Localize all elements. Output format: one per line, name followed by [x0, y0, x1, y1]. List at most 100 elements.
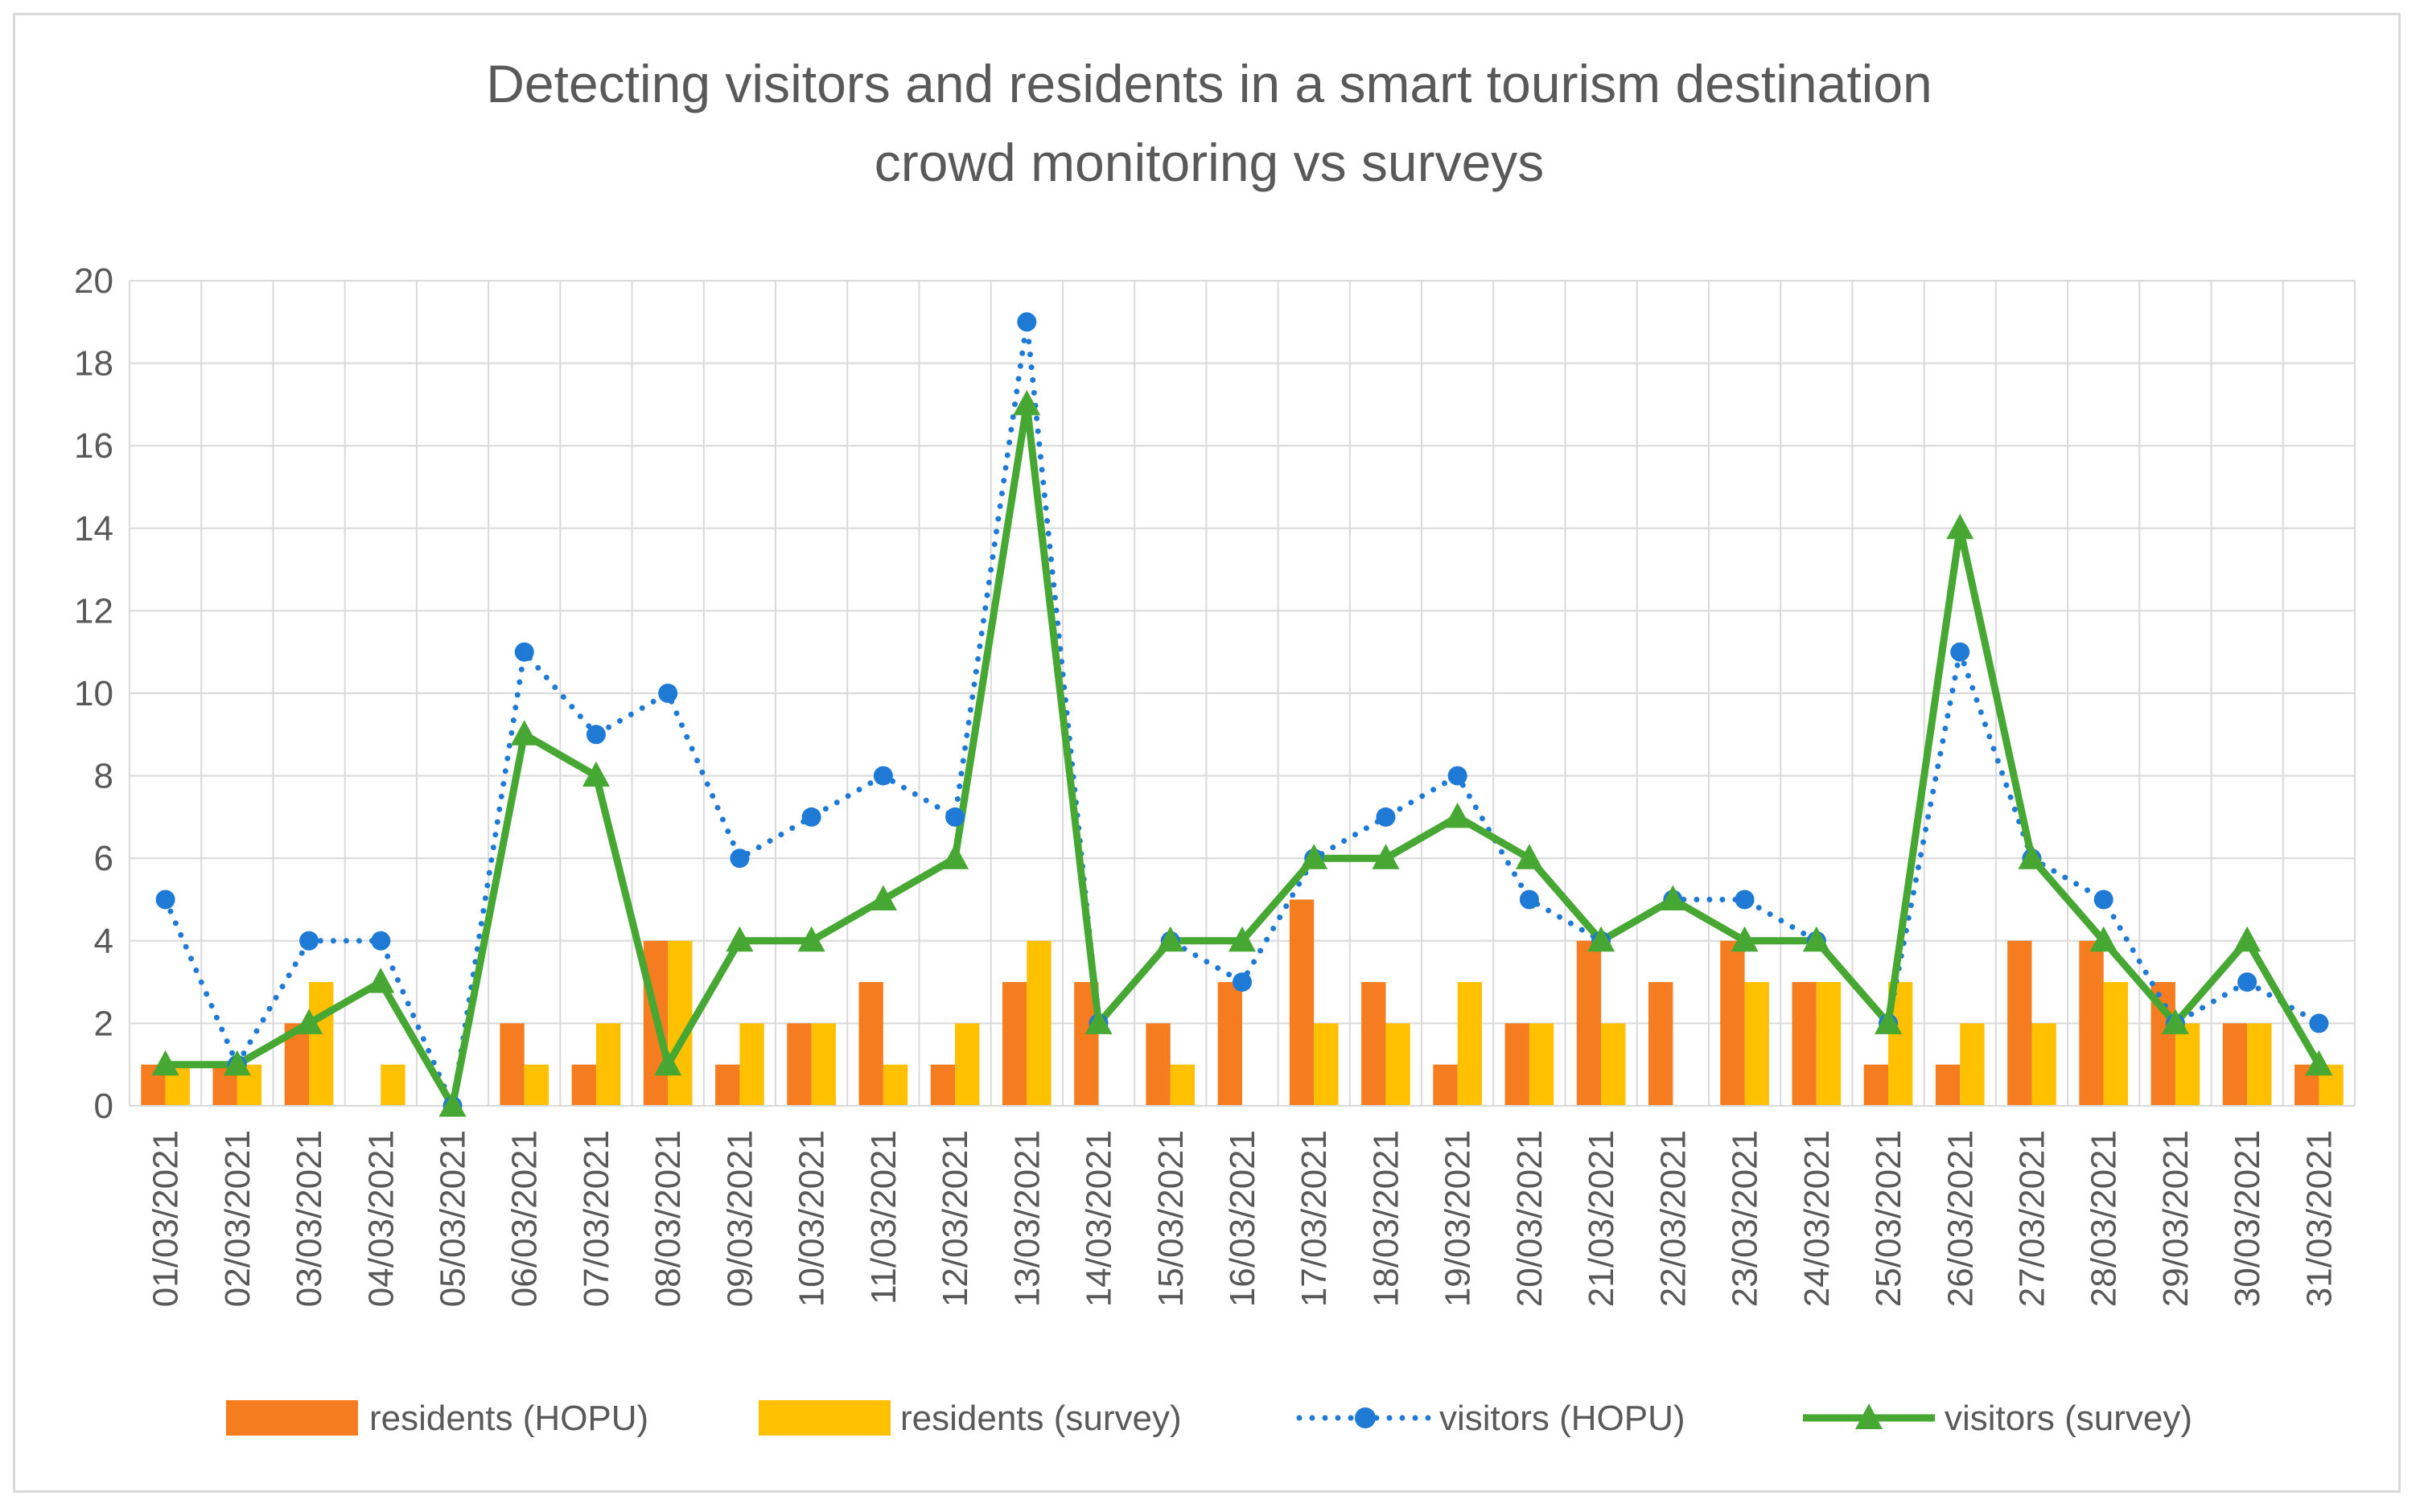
bar-residents-hopu: [1576, 940, 1602, 1106]
legend-swatch: [226, 1400, 358, 1436]
point-visitors-survey: [1372, 844, 1400, 869]
point-visitors-survey: [295, 1009, 323, 1034]
legend-item-visitors-hopu: visitors (HOPU): [1296, 1399, 1685, 1438]
chart-title: Detecting visitors and residents in a sm…: [486, 54, 1932, 113]
y-tick-label: 20: [74, 261, 113, 301]
chart: Detecting visitors and residents in a sm…: [74, 54, 2356, 1438]
x-tick-label: 18/03/2021: [1366, 1130, 1405, 1307]
point-visitors-survey: [151, 1050, 179, 1076]
x-tick-label: 01/03/2021: [146, 1130, 186, 1307]
bar-residents-survey: [1457, 982, 1483, 1106]
x-tick-label: 19/03/2021: [1438, 1130, 1478, 1307]
x-tick-label: 30/03/2021: [2228, 1130, 2267, 1307]
x-tick-label: 02/03/2021: [218, 1130, 257, 1307]
bars: [141, 899, 2344, 1106]
lines: [151, 312, 2333, 1117]
x-tick-label: 15/03/2021: [1151, 1130, 1191, 1307]
bar-residents-hopu: [1863, 1064, 1889, 1106]
point-visitors-survey: [869, 885, 897, 910]
point-visitors-survey: [367, 968, 395, 993]
legend: residents (HOPU) residents (survey) visito…: [226, 1399, 2192, 1438]
x-tick-label: 12/03/2021: [936, 1130, 975, 1307]
point-visitors-survey: [1946, 513, 1974, 540]
point-visitors-hopu: [371, 931, 391, 951]
chart-frame: Detecting visitors and residents in a sm…: [13, 13, 2401, 1493]
point-visitors-survey: [1443, 802, 1471, 828]
point-visitors-hopu: [730, 848, 750, 869]
point-visitors-survey: [1229, 926, 1256, 952]
bar-residents-survey: [955, 1023, 980, 1106]
legend-swatch: [759, 1400, 891, 1436]
legend-marker: [1355, 1407, 1376, 1428]
bar-residents-hopu: [571, 1064, 596, 1106]
bar-residents-survey: [2103, 982, 2129, 1106]
bar-residents-survey: [811, 1023, 836, 1106]
point-visitors-survey: [1802, 926, 1830, 952]
bar-residents-hopu: [2222, 1023, 2248, 1106]
bar-residents-survey: [1816, 982, 1842, 1106]
x-tick-label: 25/03/2021: [1869, 1130, 1908, 1307]
bar-residents-survey: [1529, 1023, 1554, 1106]
point-visitors-survey: [223, 1050, 251, 1076]
bar-residents-hopu: [930, 1064, 956, 1106]
bar-residents-survey: [2031, 1023, 2056, 1106]
legend-marker: [1855, 1403, 1883, 1429]
bar-residents-hopu: [1504, 1023, 1529, 1106]
x-tick-label: 31/03/2021: [2299, 1130, 2339, 1307]
x-tick-label: 03/03/2021: [290, 1130, 329, 1307]
x-tick-label: 05/03/2021: [434, 1130, 473, 1307]
y-tick-label: 8: [94, 757, 113, 796]
bar-residents-survey: [1170, 1064, 1196, 1106]
point-visitors-hopu: [2093, 890, 2113, 910]
bar-residents-hopu: [1289, 899, 1315, 1106]
bar-residents-hopu: [1648, 982, 1673, 1106]
point-visitors-survey: [2018, 844, 2046, 869]
bar-residents-survey: [2175, 1023, 2200, 1106]
chart-subtitle: crowd monitoring vs surveys: [875, 133, 1545, 192]
y-tick-label: 12: [74, 591, 113, 631]
point-visitors-hopu: [1376, 807, 1396, 827]
x-tick-label: 11/03/2021: [864, 1130, 903, 1305]
bar-residents-hopu: [858, 982, 883, 1106]
point-visitors-survey: [797, 926, 825, 952]
x-tick-label: 28/03/2021: [2085, 1130, 2124, 1307]
point-visitors-hopu: [945, 807, 965, 827]
bar-residents-hopu: [1935, 1064, 1961, 1106]
bar-residents-survey: [739, 1023, 764, 1106]
y-tick-label: 2: [94, 1004, 113, 1043]
y-tick-label: 4: [94, 922, 113, 961]
bar-residents-survey: [1314, 1023, 1339, 1106]
point-visitors-hopu: [1950, 642, 1970, 662]
point-visitors-survey: [1587, 926, 1615, 952]
point-visitors-survey: [726, 926, 754, 952]
point-visitors-survey: [941, 844, 969, 869]
bar-residents-survey: [883, 1064, 908, 1106]
bar-residents-survey: [595, 1023, 621, 1106]
bar-residents-hopu: [1792, 982, 1817, 1106]
x-tick-label: 27/03/2021: [2012, 1130, 2052, 1307]
x-tick-label: 16/03/2021: [1223, 1130, 1262, 1307]
bar-residents-hopu: [1720, 940, 1745, 1106]
legend-label: visitors (survey): [1945, 1399, 2192, 1438]
bar-residents-survey: [1744, 982, 1769, 1106]
bar-residents-hopu: [1361, 982, 1386, 1106]
x-tick-label: 08/03/2021: [648, 1130, 688, 1307]
point-visitors-survey: [1875, 1009, 1903, 1034]
x-axis-ticks: 01/03/2021 02/03/2021 03/03/2021 04/03/2021…: [146, 1130, 2340, 1307]
x-tick-label: 14/03/2021: [1080, 1130, 1119, 1307]
bar-residents-survey: [309, 982, 334, 1106]
point-visitors-survey: [510, 720, 538, 746]
bar-residents-hopu: [2079, 940, 2104, 1106]
point-visitors-hopu: [1017, 312, 1037, 332]
point-visitors-survey: [582, 761, 610, 787]
point-visitors-survey: [2089, 926, 2118, 952]
point-visitors-survey: [2161, 1009, 2189, 1034]
y-tick-label: 16: [74, 426, 113, 466]
bar-residents-survey: [2247, 1023, 2272, 1106]
point-visitors-survey: [2305, 1050, 2333, 1076]
legend-label: residents (survey): [900, 1399, 1182, 1438]
x-tick-label: 06/03/2021: [505, 1130, 545, 1307]
y-tick-label: 18: [74, 344, 113, 384]
x-tick-label: 22/03/2021: [1653, 1130, 1693, 1307]
point-visitors-survey: [1156, 926, 1184, 952]
